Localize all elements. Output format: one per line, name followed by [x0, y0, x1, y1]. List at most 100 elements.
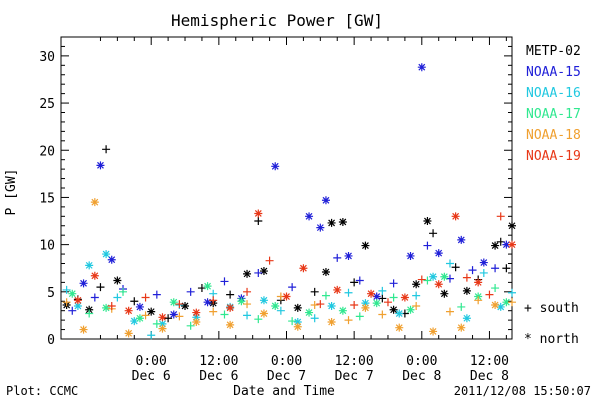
data-point-south: [186, 287, 195, 296]
data-point-south: [102, 145, 111, 154]
data-point-south: [333, 253, 342, 262]
data-point-north: [226, 303, 235, 312]
data-point-south: [152, 319, 161, 328]
data-point-south: [321, 291, 330, 300]
data-point-north: [491, 301, 500, 310]
data-point-south: [113, 293, 122, 302]
data-point-south: [451, 263, 460, 272]
data-point-south: [429, 229, 438, 238]
data-point-south: [175, 300, 184, 309]
data-point-south: [378, 294, 387, 303]
data-point-north: [502, 298, 511, 307]
data-point-north: [90, 271, 99, 280]
data-point-north: [406, 305, 415, 314]
data-point-north: [79, 325, 88, 334]
data-point-north: [462, 314, 471, 323]
data-point-north: [372, 299, 381, 308]
x-tick-time: 12:00: [335, 354, 374, 369]
data-point-north: [367, 289, 376, 298]
x-tick-date: Dec 8: [402, 369, 441, 384]
data-point-south: [479, 268, 488, 277]
chart-title: Hemispheric Power [GW]: [171, 11, 383, 30]
data-point-south: [119, 287, 128, 296]
data-point-south: [457, 302, 466, 311]
data-point-north: [389, 305, 398, 314]
data-point-south: [243, 311, 252, 320]
data-point-north: [73, 296, 82, 305]
data-point-north: [417, 63, 426, 72]
data-point-north: [169, 298, 178, 307]
data-point-north: [96, 161, 105, 170]
x-tick-time: 12:00: [199, 354, 238, 369]
series-noaa-19: [73, 209, 516, 322]
data-point-south: [491, 284, 500, 293]
x-axis-label: Date and Time: [233, 384, 335, 399]
data-point-north: [479, 258, 488, 267]
y-tick-label: 20: [39, 144, 55, 159]
data-point-south: [474, 296, 483, 305]
data-point-north: [361, 303, 370, 312]
data-point-north: [73, 301, 82, 310]
data-point-north: [79, 279, 88, 288]
data-point-north: [192, 313, 201, 322]
data-point-south: [265, 256, 274, 265]
data-point-south: [130, 297, 139, 306]
legend-entry: NOAA-16: [526, 86, 581, 101]
data-point-north: [412, 280, 421, 289]
data-point-north: [237, 297, 246, 306]
data-point-south: [344, 288, 353, 297]
data-point-north: [259, 309, 268, 318]
data-point-north: [429, 272, 438, 281]
data-point-north: [457, 323, 466, 332]
data-point-north: [423, 217, 432, 226]
data-point-south: [423, 276, 432, 285]
data-point-south: [389, 279, 398, 288]
legend-entry: METP-02: [526, 44, 581, 59]
data-point-north: [271, 301, 280, 310]
series-metp-02: [62, 145, 516, 323]
data-point-north: [344, 251, 353, 260]
data-point-south: [310, 301, 319, 310]
data-point-south: [310, 287, 319, 296]
data-point-south: [310, 314, 319, 323]
legend-entry: NOAA-17: [526, 107, 581, 122]
data-point-south: [62, 285, 71, 294]
data-point-north: [226, 320, 235, 329]
data-point-south: [378, 286, 387, 295]
data-point-north: [434, 280, 443, 289]
data-markers: [62, 63, 516, 340]
data-point-north: [338, 306, 347, 315]
data-point-south: [491, 264, 500, 273]
series-noaa-15: [68, 63, 511, 319]
data-point-south: [220, 310, 229, 319]
data-point-south: [417, 275, 426, 284]
data-point-south: [209, 296, 218, 305]
data-point-south: [226, 290, 235, 299]
data-point-north: [338, 217, 347, 226]
data-point-south: [164, 314, 173, 323]
data-point-south: [423, 241, 432, 250]
data-point-north: [440, 272, 449, 281]
legend: METP-02 NOAA-15 NOAA-16 NOAA-17 NOAA-18 NOAA-…: [526, 44, 581, 164]
data-point-north: [333, 285, 342, 294]
data-point-south: [243, 300, 252, 309]
data-point-south: [288, 317, 297, 326]
data-point-south: [147, 331, 156, 340]
y-axis: 0 5 10 15 20 25 30: [39, 36, 512, 348]
data-point-south: [152, 290, 161, 299]
data-point-south: [141, 293, 150, 302]
data-point-north: [282, 292, 291, 301]
data-point-north: [491, 241, 500, 250]
data-point-north: [259, 267, 268, 276]
data-point-south: [378, 310, 387, 319]
data-point-north: [440, 289, 449, 298]
y-axis-label: P [GW]: [4, 169, 19, 216]
data-point-north: [102, 250, 111, 259]
data-point-south: [209, 307, 218, 316]
data-point-south: [389, 293, 398, 302]
data-point-south: [350, 278, 359, 287]
data-point-north: [316, 223, 325, 232]
marker-legend: + south * north: [524, 301, 579, 347]
data-point-north: [321, 267, 330, 276]
